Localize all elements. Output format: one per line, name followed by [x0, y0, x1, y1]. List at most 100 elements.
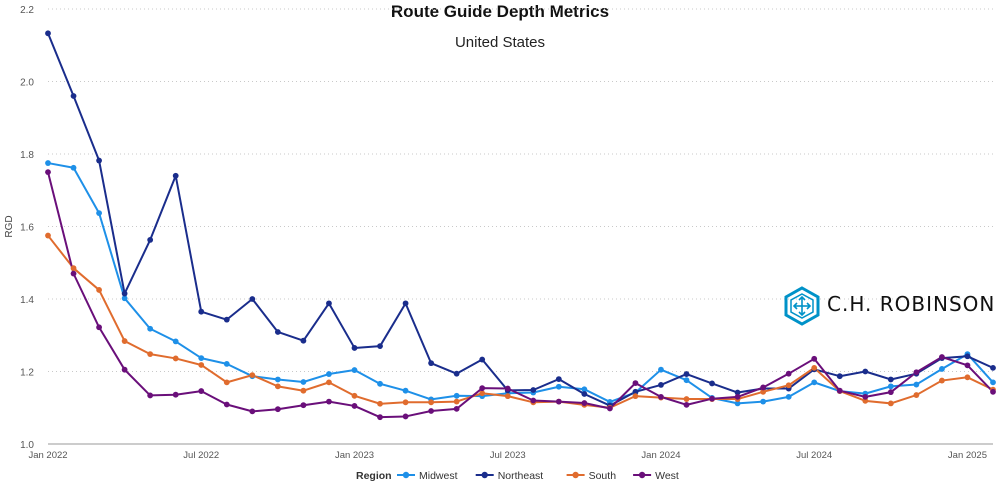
- data-point-northeast: [479, 356, 486, 363]
- data-point-midwest: [172, 338, 179, 345]
- data-point-midwest: [939, 366, 945, 372]
- data-point-west: [198, 388, 205, 394]
- data-point-south: [479, 390, 486, 397]
- x-tick-label: Jan 2024: [641, 450, 680, 461]
- x-tick-label: Jul 2023: [490, 450, 526, 461]
- legend-marker-midwest: [402, 471, 410, 479]
- data-point-northeast: [632, 388, 639, 395]
- data-point-northeast: [453, 370, 460, 377]
- data-point-midwest: [913, 381, 920, 388]
- data-point-west: [453, 405, 460, 412]
- legend-marker-west: [638, 471, 646, 479]
- legend-title: Region: [356, 470, 392, 482]
- x-tick-label: Jan 2025: [948, 450, 987, 461]
- data-point-northeast: [581, 391, 588, 397]
- data-point-south: [632, 393, 639, 400]
- data-point-northeast: [274, 329, 281, 335]
- data-point-south: [377, 400, 383, 407]
- data-point-northeast: [709, 380, 715, 387]
- data-point-south: [351, 392, 358, 399]
- data-point-west: [274, 406, 281, 413]
- data-point-south: [249, 372, 256, 379]
- data-point-northeast: [45, 30, 51, 37]
- data-point-west: [504, 385, 511, 392]
- data-point-midwest: [147, 325, 154, 332]
- data-point-midwest: [760, 398, 767, 405]
- data-point-south: [683, 396, 690, 402]
- data-point-west: [172, 391, 179, 398]
- data-point-south: [96, 287, 102, 293]
- x-tick-label: Jul 2022: [183, 450, 219, 461]
- data-point-west: [683, 401, 690, 408]
- data-point-west: [377, 414, 383, 421]
- data-point-south: [274, 383, 281, 390]
- data-point-south: [147, 351, 154, 357]
- data-point-northeast: [223, 316, 230, 323]
- data-point-northeast: [836, 373, 843, 380]
- data-point-northeast: [402, 300, 409, 307]
- data-point-northeast: [351, 345, 358, 351]
- series-points: [45, 30, 996, 421]
- series-line-midwest: [47, 162, 994, 405]
- data-point-west: [939, 354, 945, 360]
- data-point-west: [785, 370, 792, 377]
- data-point-west: [351, 403, 358, 409]
- data-point-west: [606, 405, 613, 412]
- data-point-northeast: [964, 353, 971, 360]
- data-point-midwest: [581, 386, 588, 393]
- y-axis-label: RGD: [4, 215, 15, 237]
- data-point-northeast: [249, 296, 256, 302]
- data-point-south: [862, 397, 869, 404]
- chart-title: Route Guide Depth Metrics: [390, 2, 610, 21]
- data-point-west: [862, 393, 869, 400]
- data-point-west: [402, 413, 409, 420]
- data-point-west: [811, 355, 818, 362]
- y-tick-label: 1.0: [20, 440, 34, 451]
- data-point-west: [45, 169, 51, 176]
- data-point-west: [326, 398, 332, 405]
- data-point-midwest: [300, 379, 307, 385]
- data-point-south: [939, 377, 945, 384]
- data-point-midwest: [811, 379, 818, 386]
- data-point-west: [121, 366, 128, 373]
- data-point-midwest: [274, 376, 281, 383]
- data-point-midwest: [658, 366, 664, 373]
- chart-subtitle: United States: [454, 34, 546, 51]
- data-point-northeast: [428, 360, 435, 367]
- data-point-midwest: [45, 160, 51, 166]
- data-point-west: [70, 270, 77, 277]
- data-point-midwest: [555, 383, 562, 390]
- data-point-northeast: [377, 343, 383, 350]
- legend-marker-northeast: [481, 471, 488, 479]
- data-point-south: [760, 388, 767, 395]
- data-point-midwest: [453, 392, 460, 399]
- chart-legend: Region Midwest Northeast South West: [356, 470, 679, 482]
- legend-label-midwest: Midwest: [419, 470, 458, 482]
- data-point-northeast: [683, 371, 690, 377]
- data-point-northeast: [121, 290, 128, 297]
- data-point-west: [96, 324, 102, 331]
- data-point-midwest: [121, 295, 128, 302]
- data-point-west: [709, 395, 715, 402]
- y-tick-label: 1.2: [20, 368, 34, 379]
- data-point-west: [249, 408, 256, 415]
- y-tick-label: 1.8: [20, 150, 34, 161]
- data-point-south: [70, 265, 77, 272]
- data-point-south: [402, 399, 409, 406]
- data-point-northeast: [147, 237, 154, 243]
- x-tick-label: Jan 2023: [335, 450, 374, 461]
- y-tick-label: 1.6: [20, 223, 34, 234]
- x-tick-label: Jan 2022: [28, 450, 67, 461]
- data-point-south: [887, 400, 894, 407]
- data-point-west: [964, 362, 971, 369]
- x-tick-label: Jul 2024: [796, 450, 832, 461]
- data-point-south: [504, 393, 511, 400]
- legend-label-south: South: [589, 470, 617, 482]
- data-point-west: [530, 397, 537, 404]
- data-point-midwest: [785, 393, 792, 400]
- series-lines: [47, 32, 994, 419]
- data-point-midwest: [223, 360, 230, 367]
- data-point-northeast: [658, 382, 664, 388]
